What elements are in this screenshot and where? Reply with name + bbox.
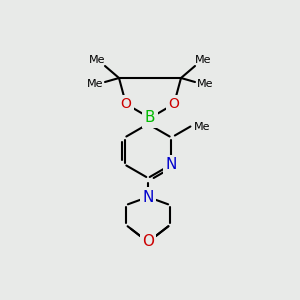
- Text: O: O: [169, 97, 179, 111]
- Text: Me: Me: [194, 122, 210, 131]
- Text: Me: Me: [89, 55, 105, 65]
- Text: Me: Me: [87, 79, 103, 89]
- Text: O: O: [121, 97, 131, 111]
- Text: B: B: [145, 110, 155, 125]
- Text: Me: Me: [197, 79, 213, 89]
- Text: N: N: [166, 157, 177, 172]
- Text: Me: Me: [195, 55, 211, 65]
- Text: N: N: [142, 190, 154, 205]
- Text: O: O: [142, 235, 154, 250]
